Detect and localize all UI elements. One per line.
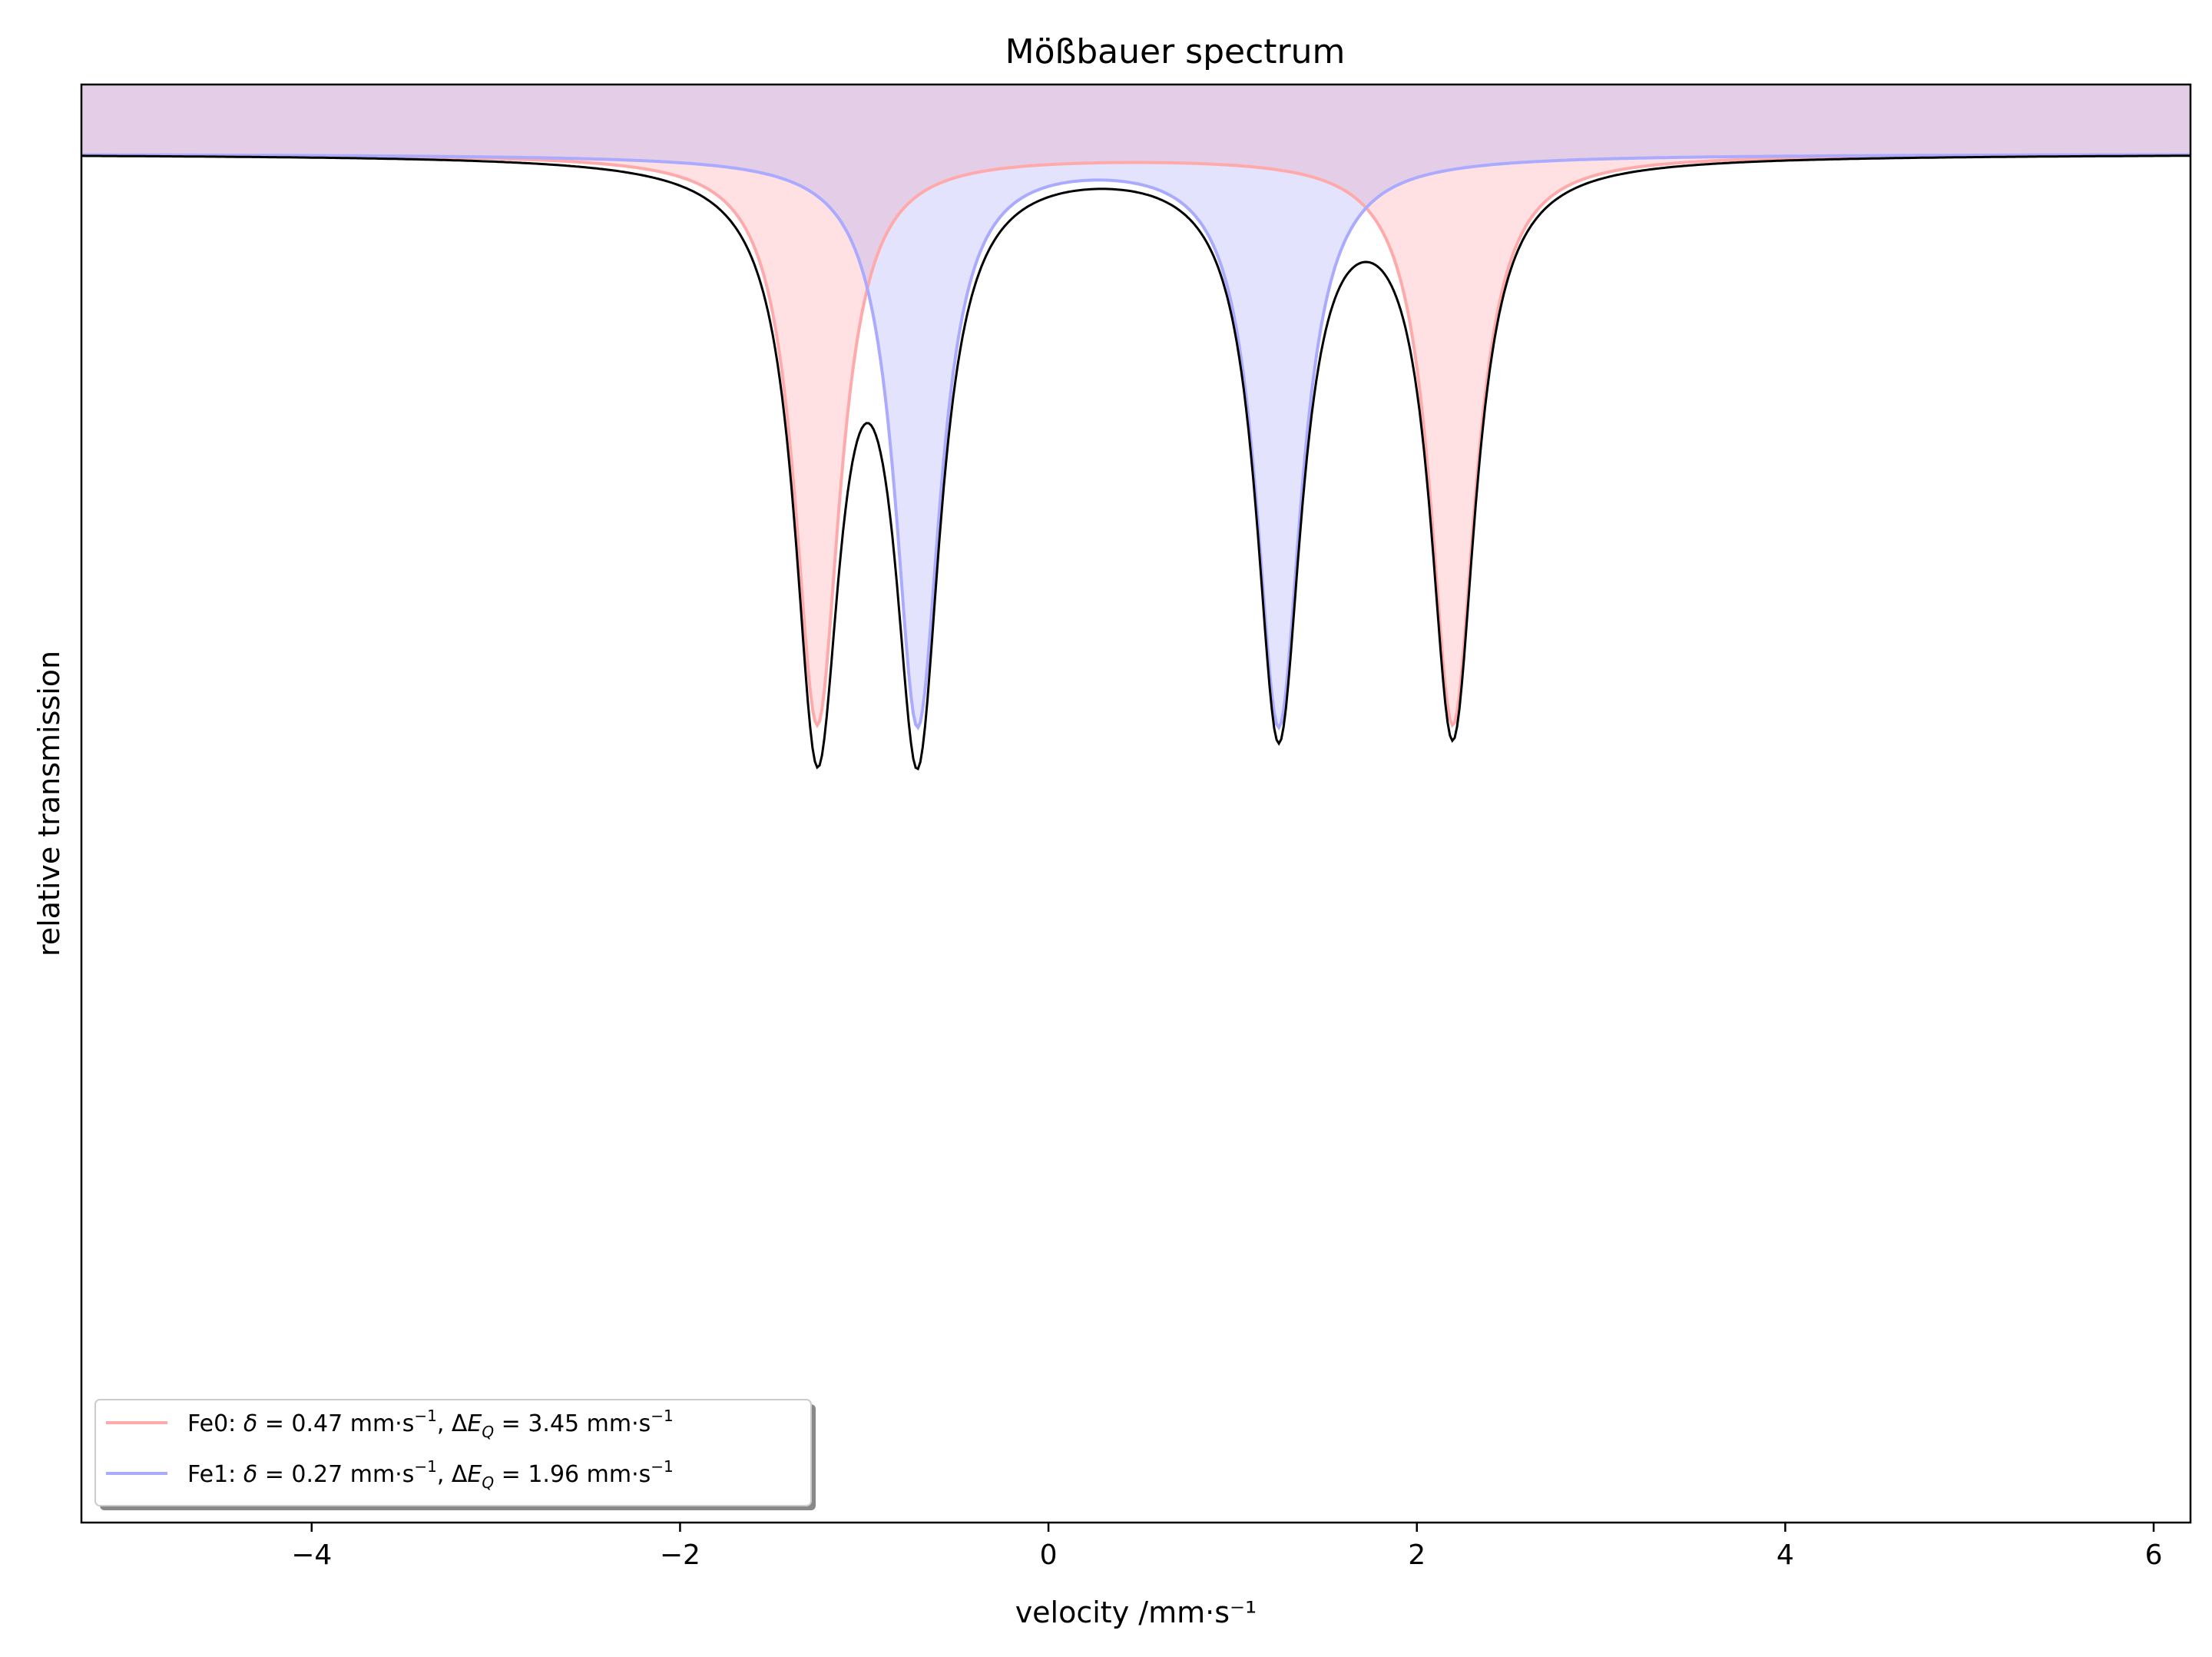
series-line-total	[81, 154, 2190, 771]
x-tick-label: 2	[1408, 1539, 1426, 1571]
y-axis-label: relative transmission	[32, 651, 66, 956]
x-tick-label: −2	[660, 1539, 700, 1571]
x-axis-ticks: −4 −2 0 2 4 6	[291, 1523, 2162, 1571]
axes-frame	[80, 83, 2192, 1524]
x-tick-label: −4	[291, 1539, 332, 1571]
x-axis-label: velocity /mm·s⁻¹	[1015, 1596, 1257, 1629]
chart-title: Mößbauer spectrum	[1005, 32, 1346, 71]
series-line-fe0	[81, 153, 2190, 729]
legend-entry-fe0: Fe0: δ = 0.47 mm·s−1, ΔEQ = 3.45 mm·s−1	[187, 1407, 674, 1441]
series-fill-overlap	[81, 85, 2190, 285]
legend: Fe0: δ = 0.47 mm·s−1, ΔEQ = 3.45 mm·s−1 …	[94, 1399, 816, 1510]
x-tick-label: 4	[1777, 1539, 1794, 1571]
series-line-fe1	[81, 153, 2190, 731]
legend-entry-fe1: Fe1: δ = 0.27 mm·s−1, ΔEQ = 1.96 mm·s−1	[187, 1457, 674, 1492]
plot-area	[81, 85, 2190, 771]
series-fill-fe1	[81, 85, 2190, 727]
x-tick-label: 0	[1040, 1539, 1058, 1571]
x-tick-label: 6	[2145, 1539, 2163, 1571]
legend-box	[94, 1399, 812, 1506]
